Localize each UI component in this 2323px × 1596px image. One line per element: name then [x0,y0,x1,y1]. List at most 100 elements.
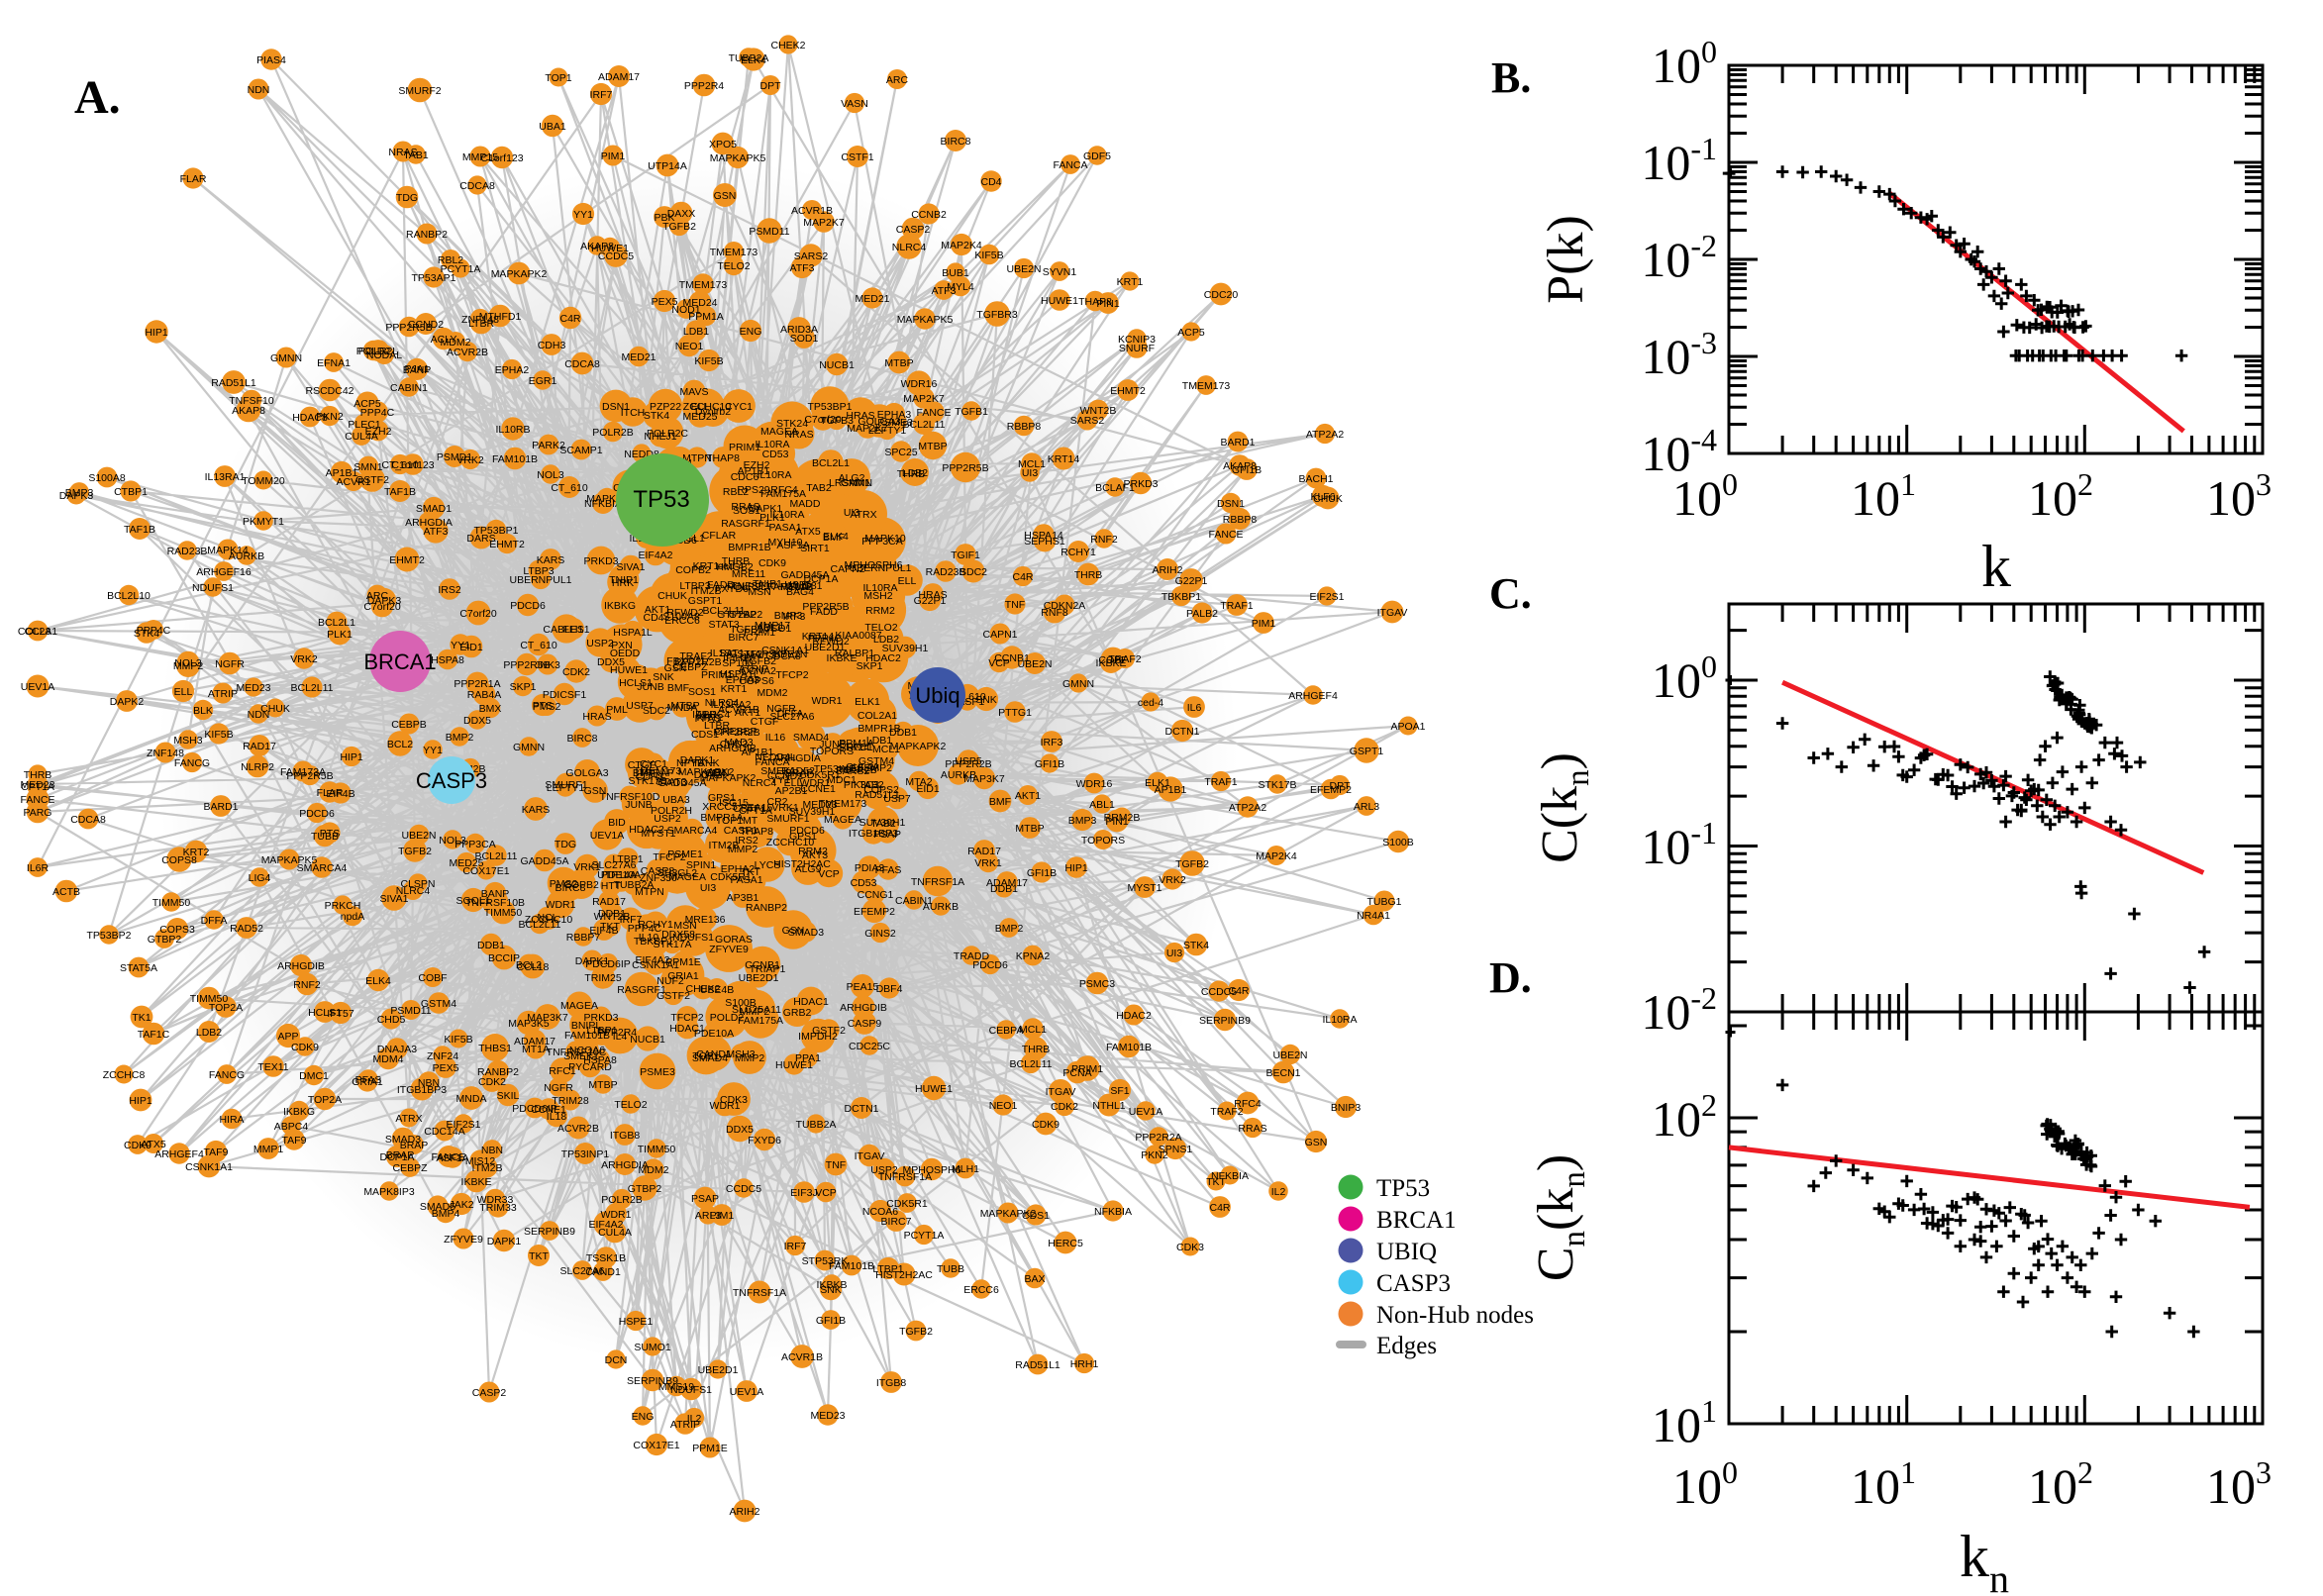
svg-text:USP2: USP2 [586,638,614,649]
svg-text:PKMYT1: PKMYT1 [243,516,284,528]
svg-text:EPHA2: EPHA2 [721,863,756,875]
svg-text:UEV1A: UEV1A [21,681,54,693]
svg-text:CDC20: CDC20 [1204,289,1239,301]
svg-text:CDS1: CDS1 [1022,1210,1050,1222]
svg-text:ACP5: ACP5 [1177,327,1205,339]
svg-text:EGR1: EGR1 [529,375,557,387]
svg-text:SMEK1: SMEK1 [563,1050,599,1062]
svg-text:CDCA8: CDCA8 [459,180,495,192]
svg-text:SMARCA4: SMARCA4 [297,862,348,874]
svg-text:ATP2A2: ATP2A2 [1306,429,1344,441]
svg-text:CCND2: CCND2 [408,319,444,331]
svg-text:BIRC8: BIRC8 [941,136,971,148]
svg-text:TGFB2: TGFB2 [1175,858,1209,870]
svg-text:RAD17: RAD17 [592,896,626,908]
svg-text:TMEM173: TMEM173 [1182,380,1231,392]
svg-text:PEA15: PEA15 [847,981,879,993]
svg-text:TGFB1: TGFB1 [730,624,763,636]
svg-text:HUWE1: HUWE1 [1041,295,1078,307]
svg-text:C7orf20: C7orf20 [459,608,497,620]
svg-text:PIM1: PIM1 [1252,618,1276,630]
svg-text:MTBP: MTBP [1015,823,1044,835]
svg-text:CT_610: CT_610 [551,482,588,494]
svg-text:SPNS1: SPNS1 [1159,1144,1193,1155]
svg-text:HDAC1: HDAC1 [669,1023,705,1035]
svg-text:ADAM17: ADAM17 [514,1036,556,1047]
svg-text:FBXO11: FBXO11 [666,655,706,667]
svg-text:MYST1: MYST1 [1127,882,1162,894]
svg-text:STK24: STK24 [838,742,869,753]
svg-text:PARK2: PARK2 [532,440,565,451]
svg-text:PIN1: PIN1 [1096,298,1120,310]
svg-text:BCL2L11: BCL2L11 [290,682,333,694]
svg-text:HDAC2: HDAC2 [629,824,664,836]
svg-text:KRT1: KRT1 [721,683,748,695]
svg-text:GMNN: GMNN [1062,678,1094,690]
svg-text:COL2A1: COL2A1 [858,710,897,722]
svg-text:STK4: STK4 [1183,940,1209,951]
svg-text:CDK2: CDK2 [478,1076,506,1088]
svg-text:PIK3C3: PIK3C3 [844,779,879,791]
svg-text:PTS: PTS [320,828,340,840]
svg-text:FAM101B: FAM101B [492,453,538,465]
svg-text:CD4: CD4 [980,176,1001,188]
svg-text:TGFB2: TGFB2 [899,1326,933,1338]
svg-text:BCL2L1: BCL2L1 [812,457,850,469]
svg-text:CHUK: CHUK [1313,493,1343,505]
svg-text:GPS1: GPS1 [789,831,817,843]
svg-text:GADD45A: GADD45A [657,777,706,789]
svg-text:DSN1: DSN1 [1217,498,1245,510]
svg-text:EHMT2: EHMT2 [489,539,525,550]
svg-text:BARD1: BARD1 [203,801,238,813]
svg-text:EFEMP2: EFEMP2 [1310,784,1352,796]
svg-text:BMPR1A: BMPR1A [700,812,743,824]
svg-text:CDKN2A: CDKN2A [1044,600,1086,612]
svg-text:SOS1: SOS1 [733,505,760,517]
svg-text:TKT: TKT [1206,1176,1226,1188]
svg-text:RBBP8: RBBP8 [1007,421,1042,433]
svg-text:npdA: npdA [341,911,365,923]
svg-text:SERPINB9: SERPINB9 [524,1226,575,1238]
svg-text:TAF1C: TAF1C [138,1029,170,1041]
svg-text:STAT3: STAT3 [656,776,686,788]
svg-text:RBBP7: RBBP7 [566,932,601,944]
svg-text:TKT: TKT [600,921,620,933]
svg-text:CFLAR: CFLAR [702,530,737,542]
svg-text:PCYT1A: PCYT1A [904,1230,945,1242]
svg-text:KRT14: KRT14 [1048,453,1080,465]
svg-text:PPM1A: PPM1A [688,311,724,323]
svg-text:GOLGA3: GOLGA3 [858,416,900,428]
svg-text:TNFRSF10B: TNFRSF10B [465,897,525,909]
svg-text:PDE10A: PDE10A [601,869,641,881]
svg-text:TIMM50: TIMM50 [190,993,229,1005]
svg-text:SMAD5: SMAD5 [420,1201,455,1213]
svg-text:ATP2A2: ATP2A2 [1229,802,1266,814]
svg-text:BUB1: BUB1 [942,267,969,279]
svg-text:TEX11: TEX11 [257,1061,288,1073]
svg-text:CSNK1A1: CSNK1A1 [185,1161,233,1173]
svg-text:MAP3K5: MAP3K5 [508,1018,550,1030]
svg-text:AURKB: AURKB [923,901,959,913]
svg-text:LIG4: LIG4 [249,872,271,884]
svg-text:HIP1: HIP1 [129,1095,152,1107]
svg-text:PSME1: PSME1 [667,848,703,860]
svg-text:GPS1: GPS1 [708,792,736,804]
svg-text:MIS12: MIS12 [465,1155,496,1167]
svg-text:MPHOSPH6: MPHOSPH6 [903,1164,961,1176]
svg-text:DAPK1: DAPK1 [575,955,610,967]
svg-text:IMPDH2: IMPDH2 [798,1031,838,1043]
svg-text:DCTN1: DCTN1 [844,1103,878,1115]
svg-text:MED25: MED25 [449,857,483,869]
svg-text:RAD23B: RAD23B [167,546,208,557]
svg-text:TUBG1: TUBG1 [1366,896,1401,908]
svg-text:BCL2L1: BCL2L1 [318,617,355,629]
svg-text:NBN: NBN [481,1145,503,1156]
svg-text:UBE2D1: UBE2D1 [739,972,779,984]
svg-text:THAP8: THAP8 [706,452,740,464]
svg-text:HSPA1L: HSPA1L [613,627,653,639]
svg-text:PPP2R4: PPP2R4 [684,80,724,92]
svg-text:RANBP2: RANBP2 [406,229,448,241]
svg-text:PIM1: PIM1 [710,1210,735,1222]
svg-text:JNK3: JNK3 [535,659,560,671]
svg-text:MSN: MSN [673,920,696,932]
